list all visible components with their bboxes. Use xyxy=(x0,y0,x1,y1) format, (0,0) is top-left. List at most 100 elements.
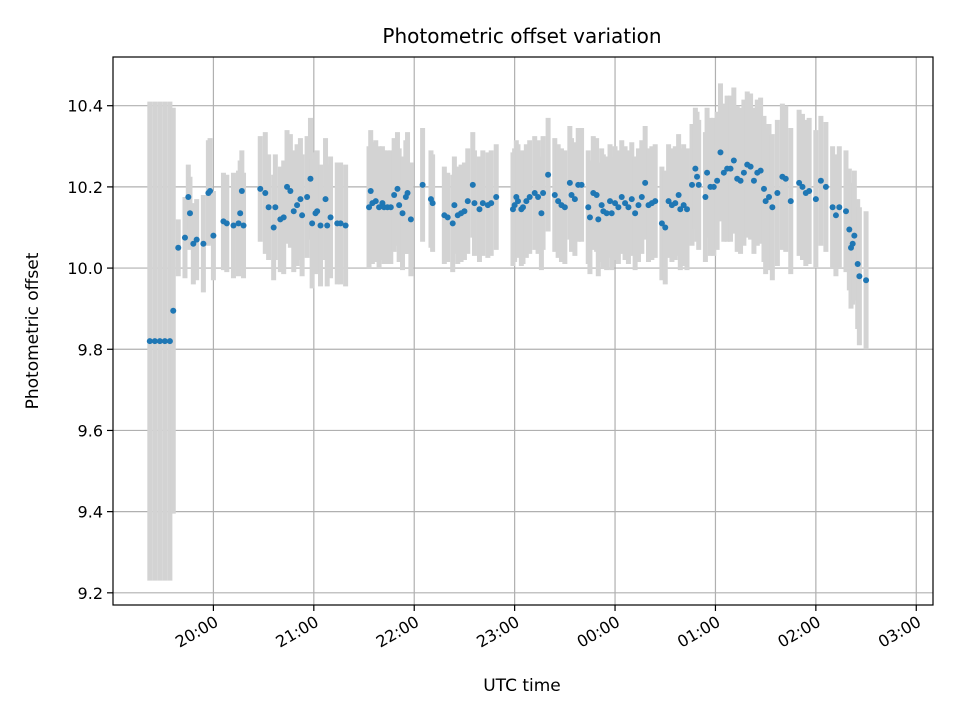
y-axis-ticks: 9.2 9.4 9.6 9.8 10.0 10.2 10.4 xyxy=(67,97,113,603)
data-point xyxy=(571,196,578,203)
data-point xyxy=(238,187,245,194)
data-point xyxy=(635,202,642,209)
data-point xyxy=(822,183,829,190)
data-point xyxy=(257,185,264,192)
data-point xyxy=(607,198,614,205)
data-point xyxy=(488,200,495,207)
data-point xyxy=(568,192,575,199)
data-point xyxy=(628,196,635,203)
data-point xyxy=(294,202,301,209)
data-point xyxy=(561,204,568,211)
data-point xyxy=(270,224,277,231)
data-point xyxy=(689,181,696,188)
y-tick-label: 9.6 xyxy=(78,421,103,440)
data-point xyxy=(836,204,843,211)
data-point xyxy=(444,214,451,221)
data-point xyxy=(704,169,711,176)
plot-frame xyxy=(112,56,934,606)
data-point xyxy=(193,236,200,243)
data-point xyxy=(622,200,629,207)
data-point xyxy=(304,194,311,201)
data-point xyxy=(578,181,585,188)
data-point xyxy=(551,192,558,199)
data-point xyxy=(846,226,853,233)
data-point xyxy=(787,198,794,205)
data-point xyxy=(817,177,824,184)
data-point xyxy=(327,214,334,221)
data-point xyxy=(471,200,478,207)
y-tick-label: 9.8 xyxy=(78,340,103,359)
data-point xyxy=(391,192,398,199)
data-point xyxy=(720,169,727,176)
data-point xyxy=(717,149,724,156)
data-point xyxy=(394,185,401,192)
x-tick-label: 21:00 xyxy=(272,612,321,652)
data-point xyxy=(769,204,776,211)
data-point xyxy=(652,198,659,205)
data-point xyxy=(586,214,593,221)
y-tick-label: 10.2 xyxy=(67,178,103,197)
data-point xyxy=(766,194,772,201)
data-point xyxy=(625,204,632,211)
data-point xyxy=(367,187,374,194)
data-point xyxy=(672,200,679,207)
data-point xyxy=(181,234,188,241)
data-point xyxy=(545,171,552,178)
data-point xyxy=(750,177,757,184)
data-point xyxy=(299,212,306,219)
data-point xyxy=(399,210,406,217)
data-point xyxy=(451,202,458,209)
data-point xyxy=(695,181,702,188)
data-point xyxy=(297,196,304,203)
data-point xyxy=(342,222,349,229)
data-point xyxy=(851,232,858,239)
data-point xyxy=(760,185,767,192)
data-point xyxy=(520,204,526,211)
data-point xyxy=(555,198,562,205)
data-point xyxy=(642,179,649,186)
data-point xyxy=(832,212,839,219)
data-point xyxy=(710,183,717,190)
data-point xyxy=(237,210,244,217)
error-bars xyxy=(147,83,869,581)
data-point xyxy=(782,175,789,182)
x-tick-label: 20:00 xyxy=(172,612,221,652)
data-point xyxy=(747,163,754,170)
data-point xyxy=(740,169,747,176)
data-point xyxy=(479,200,486,207)
data-point xyxy=(538,210,545,217)
data-point xyxy=(469,181,476,188)
data-point xyxy=(675,192,682,199)
data-point xyxy=(618,194,625,201)
data-point xyxy=(317,222,324,229)
data-point xyxy=(322,196,329,203)
data-point xyxy=(849,240,856,247)
data-point xyxy=(638,194,645,201)
data-point xyxy=(774,189,781,196)
y-tick-label: 10.0 xyxy=(67,259,103,278)
data-point xyxy=(287,187,294,194)
data-point xyxy=(166,338,173,345)
data-point xyxy=(692,165,699,172)
data-point xyxy=(262,189,269,196)
data-point xyxy=(449,220,456,227)
data-point xyxy=(598,202,605,209)
data-point xyxy=(461,208,468,215)
data-point xyxy=(531,189,538,196)
data-point xyxy=(727,165,734,172)
data-point xyxy=(595,216,602,223)
data-point xyxy=(272,204,279,211)
data-point xyxy=(151,338,158,345)
x-tick-label: 01:00 xyxy=(674,612,723,652)
data-point xyxy=(608,210,615,217)
data-point xyxy=(680,202,687,209)
data-point xyxy=(372,198,379,205)
x-tick-label: 00:00 xyxy=(574,612,623,652)
data-point xyxy=(464,198,471,205)
data-points xyxy=(146,149,870,345)
data-point xyxy=(514,198,521,205)
data-point xyxy=(429,200,436,207)
data-point xyxy=(842,208,849,215)
data-point xyxy=(730,157,737,164)
data-point xyxy=(265,204,272,211)
